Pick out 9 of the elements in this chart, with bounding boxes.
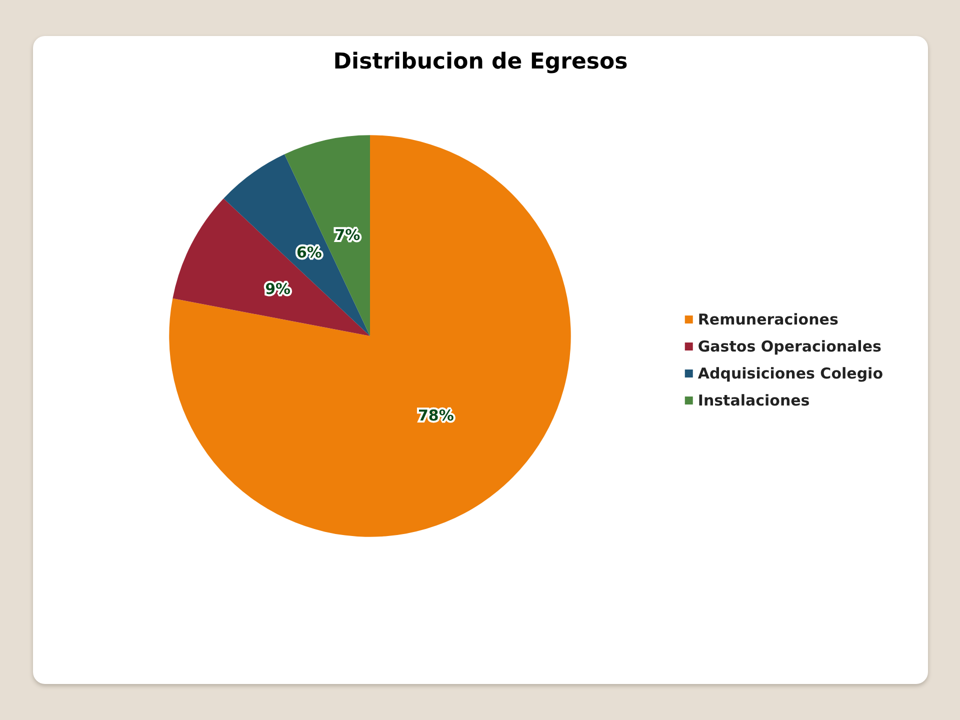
data-label: 78% bbox=[418, 406, 454, 425]
data-label: 9% bbox=[265, 280, 291, 298]
data-label: 6% bbox=[296, 243, 322, 262]
legend-label: Instalaciones bbox=[698, 392, 810, 410]
data-label: 7% bbox=[334, 226, 360, 244]
legend-label: Gastos Operacionales bbox=[698, 338, 882, 356]
legend-label: Adquisiciones Colegio bbox=[698, 364, 884, 382]
legend-label: Remuneraciones bbox=[698, 310, 838, 328]
chart-title: Distribucion de Egresos bbox=[333, 50, 628, 74]
